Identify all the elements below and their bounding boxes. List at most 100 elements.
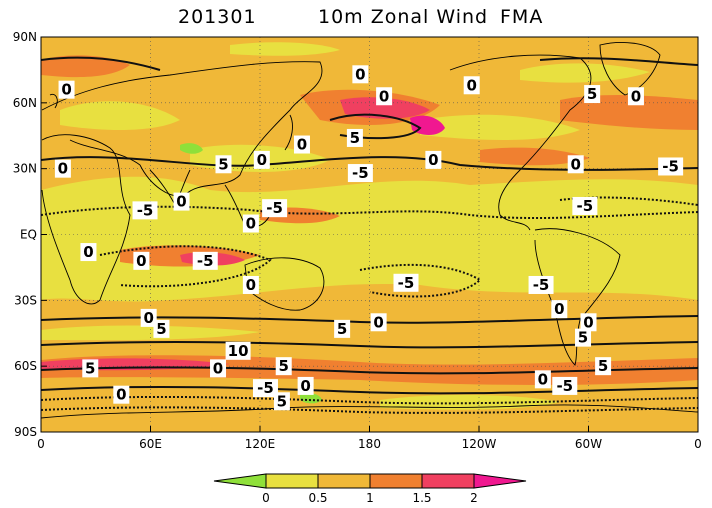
contour-label-text: 5 (279, 357, 289, 375)
contour-label: -5 (192, 251, 218, 270)
colorbar-low-triangle (213, 473, 267, 489)
contour-label-text: -5 (662, 157, 679, 175)
contour-label: 0 (376, 87, 393, 106)
x-tick-label: 0 (694, 437, 702, 451)
contour-label: -5 (132, 201, 158, 220)
contour-label: 0 (80, 243, 97, 262)
contour-label-text: 5 (587, 85, 597, 103)
contour-label-text: 0 (428, 151, 438, 169)
contour-label-bg (552, 376, 578, 395)
contour-label-bg (293, 135, 310, 154)
contour-label: 5 (215, 155, 232, 174)
y-tick-label: 30S (14, 293, 37, 307)
contour-label-bg (215, 155, 232, 174)
contour-label-text: 5 (85, 359, 95, 377)
contour-label-text: 0 (213, 359, 223, 377)
contour-label-bg (82, 359, 99, 378)
contour-label: -5 (572, 196, 598, 215)
contour-label-text: 10 (228, 342, 249, 360)
title-season: FMA (500, 6, 544, 28)
contour-label-bg (425, 150, 442, 169)
colorbar-label: 2 (470, 491, 478, 505)
contour-label-bg (528, 275, 554, 294)
colorbar-high-triangle (473, 473, 527, 489)
contour-label-bg (113, 385, 130, 404)
contour-label-text: 0 (297, 136, 307, 154)
contour-label-bg (580, 313, 597, 332)
contour-label: -5 (658, 157, 684, 176)
contour-label: 0 (140, 308, 157, 327)
contour-label: -5 (393, 273, 419, 292)
contour-label: 0 (173, 192, 190, 211)
contour-label-text: -5 (197, 252, 214, 270)
contour-label-text: 5 (578, 329, 588, 347)
contour-label-text: -5 (398, 274, 415, 292)
contour-label-bg (225, 341, 251, 360)
contour-label-bg (297, 376, 314, 395)
contour-label: -5 (552, 376, 578, 395)
title-date: 201301 (178, 6, 257, 28)
colorbar-box (317, 473, 371, 489)
x-axis: 0 60E 120E 180 120W 60W 0 (37, 426, 702, 451)
contour-label: 5 (346, 128, 363, 147)
contour-label-bg (133, 251, 150, 270)
contour-label-bg (346, 128, 363, 147)
contour-lines (41, 56, 698, 414)
contour-label-text: 0 (136, 252, 146, 270)
contour-label-bg (253, 150, 270, 169)
y-tick-label: EQ (20, 228, 37, 242)
contour-label: 0 (133, 251, 150, 270)
contour-label: -5 (252, 379, 278, 398)
contour-label-text: -5 (352, 164, 369, 182)
contour-label-bg (567, 155, 584, 174)
colorbar-box (265, 473, 319, 489)
contour-label: 0 (113, 385, 130, 404)
contour-label: 0 (370, 313, 387, 332)
contour-label-bg (584, 85, 601, 104)
contour-label: 5 (153, 319, 170, 338)
contour-label: 0 (534, 370, 551, 389)
colorbar-box (421, 473, 475, 489)
colorbar: 0 0.5 1 1.5 2 (213, 473, 527, 505)
contour-label: 5 (82, 359, 99, 378)
contour-label: 0 (580, 313, 597, 332)
chart-title: 201301 10m Zonal Wind FMA (0, 6, 712, 32)
contour-label-text: 0 (58, 160, 68, 178)
contour-label: 0 (58, 80, 75, 99)
contour-label: 0 (242, 275, 259, 294)
contour-label-bg (192, 251, 218, 270)
contour-label-bg (551, 300, 568, 319)
contour-label: 0 (242, 214, 259, 233)
y-tick-label: 90S (14, 425, 37, 439)
x-tick-label: 60E (139, 437, 162, 451)
contour-label: 5 (273, 392, 290, 411)
contour-label-bg (140, 308, 157, 327)
contour-label-text: -5 (257, 379, 274, 397)
contour-label-text: 0 (176, 193, 186, 211)
contour-label: 0 (425, 150, 442, 169)
contour-label-text: 0 (246, 215, 256, 233)
contour-label: 0 (567, 155, 584, 174)
contour-label-text: 0 (355, 65, 365, 83)
contour-label-text: 0 (61, 81, 71, 99)
contour-label-bg (463, 76, 480, 95)
colorbar-label: 0 (262, 491, 270, 505)
contour-label: 5 (334, 319, 351, 338)
contour-label-text: 0 (538, 370, 548, 388)
contour-label: 0 (551, 300, 568, 319)
contour-label-bg (534, 370, 551, 389)
contour-label: -5 (528, 275, 554, 294)
y-tick-label: 60S (14, 359, 37, 373)
contour-label-text: 5 (337, 320, 347, 338)
contour-label-text: 5 (156, 320, 166, 338)
contour-label: -5 (262, 199, 288, 218)
contour-label-bg (242, 275, 259, 294)
contour-label-text: 5 (598, 357, 608, 375)
contour-label-text: -5 (266, 199, 283, 217)
contour-label-text: -5 (533, 276, 550, 294)
contour-label: 0 (54, 159, 71, 178)
colorbar-box (369, 473, 423, 489)
x-tick-label: 0 (37, 437, 45, 451)
